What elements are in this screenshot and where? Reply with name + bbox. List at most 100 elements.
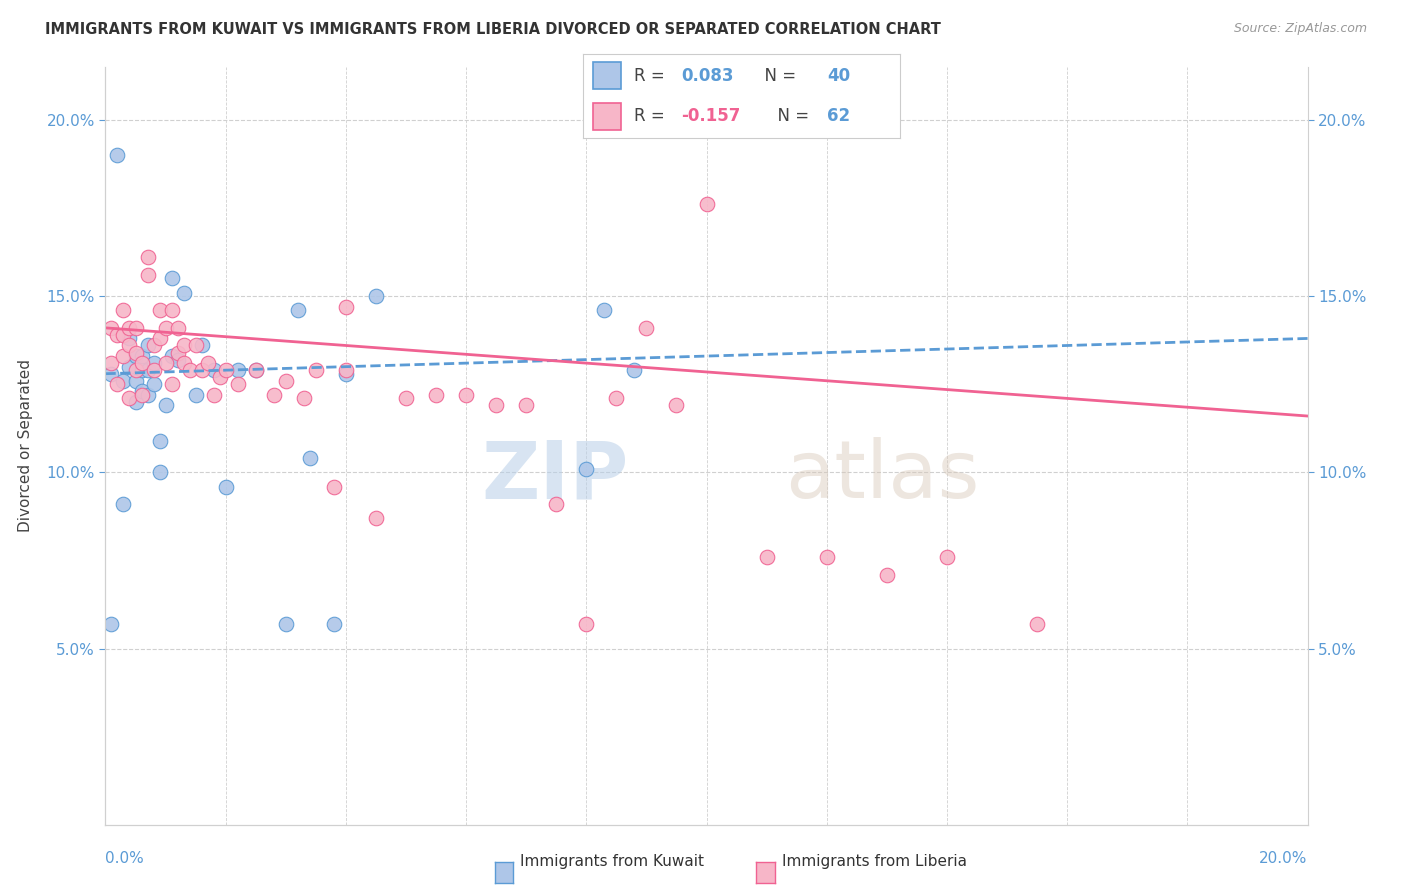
Point bbox=[335, 300, 357, 314]
Point bbox=[173, 285, 195, 300]
Text: R =: R = bbox=[634, 107, 671, 125]
Point bbox=[160, 303, 183, 318]
Point bbox=[335, 363, 357, 377]
Point bbox=[100, 367, 122, 381]
Point bbox=[214, 479, 236, 493]
Point bbox=[485, 399, 508, 413]
Point bbox=[124, 345, 146, 359]
Point bbox=[131, 384, 153, 399]
Bar bbox=[593, 62, 621, 89]
Point bbox=[395, 392, 418, 406]
Point bbox=[292, 392, 315, 406]
Point bbox=[425, 388, 447, 402]
Point bbox=[190, 363, 212, 377]
Point bbox=[124, 321, 146, 335]
Point bbox=[107, 327, 129, 342]
Point bbox=[118, 321, 141, 335]
Point bbox=[148, 331, 170, 345]
Point bbox=[112, 327, 135, 342]
Point bbox=[148, 466, 170, 480]
Point bbox=[136, 338, 159, 352]
Point bbox=[142, 377, 165, 392]
Text: 20.0%: 20.0% bbox=[1260, 851, 1308, 865]
Text: IMMIGRANTS FROM KUWAIT VS IMMIGRANTS FROM LIBERIA DIVORCED OR SEPARATED CORRELAT: IMMIGRANTS FROM KUWAIT VS IMMIGRANTS FRO… bbox=[45, 22, 941, 37]
Point bbox=[245, 363, 267, 377]
Point bbox=[166, 345, 188, 359]
Point bbox=[118, 331, 141, 345]
Point bbox=[142, 363, 165, 377]
Point bbox=[131, 363, 153, 377]
Point bbox=[100, 356, 122, 370]
Point bbox=[148, 303, 170, 318]
Point bbox=[546, 497, 568, 511]
Point bbox=[173, 338, 195, 352]
Point bbox=[364, 289, 387, 303]
Point bbox=[112, 303, 135, 318]
Point bbox=[197, 356, 219, 370]
Point bbox=[100, 617, 122, 632]
Point bbox=[118, 359, 141, 374]
Point bbox=[815, 550, 838, 565]
Point bbox=[107, 377, 129, 392]
Bar bbox=[593, 103, 621, 130]
Point bbox=[124, 349, 146, 363]
Point bbox=[179, 363, 201, 377]
Point bbox=[274, 374, 297, 388]
Point bbox=[107, 148, 129, 162]
Point bbox=[118, 392, 141, 406]
Point bbox=[131, 388, 153, 402]
Point bbox=[124, 395, 146, 409]
Point bbox=[202, 363, 225, 377]
Point bbox=[148, 434, 170, 448]
Text: 0.083: 0.083 bbox=[682, 67, 734, 85]
Point bbox=[173, 356, 195, 370]
Point bbox=[124, 374, 146, 388]
Point bbox=[136, 250, 159, 264]
Point bbox=[322, 479, 344, 493]
Point bbox=[142, 338, 165, 352]
Text: Source: ZipAtlas.com: Source: ZipAtlas.com bbox=[1233, 22, 1367, 36]
Point bbox=[124, 363, 146, 377]
Point bbox=[305, 363, 328, 377]
Point bbox=[112, 497, 135, 511]
Point bbox=[298, 451, 321, 466]
Text: 62: 62 bbox=[827, 107, 851, 125]
Point bbox=[184, 338, 207, 352]
Text: Immigrants from Kuwait: Immigrants from Kuwait bbox=[520, 855, 704, 869]
Point bbox=[696, 197, 718, 211]
Point bbox=[287, 303, 309, 318]
Point bbox=[636, 321, 658, 335]
Point bbox=[202, 388, 225, 402]
Point bbox=[160, 271, 183, 285]
Point bbox=[166, 321, 188, 335]
Point bbox=[755, 550, 778, 565]
Point bbox=[190, 338, 212, 352]
Text: 40: 40 bbox=[827, 67, 851, 85]
Point bbox=[142, 356, 165, 370]
Point bbox=[160, 377, 183, 392]
Text: 0.0%: 0.0% bbox=[105, 851, 145, 865]
Point bbox=[623, 363, 645, 377]
Point bbox=[160, 349, 183, 363]
Point bbox=[335, 367, 357, 381]
Point bbox=[136, 363, 159, 377]
Point bbox=[593, 303, 616, 318]
Point bbox=[214, 363, 236, 377]
Point bbox=[131, 349, 153, 363]
Point bbox=[208, 370, 231, 384]
Text: R =: R = bbox=[634, 67, 671, 85]
Point bbox=[274, 617, 297, 632]
Point bbox=[575, 462, 598, 476]
Point bbox=[515, 399, 537, 413]
Point bbox=[166, 352, 188, 367]
Point bbox=[665, 399, 688, 413]
Point bbox=[1026, 617, 1049, 632]
Point bbox=[136, 268, 159, 282]
Point bbox=[155, 399, 177, 413]
Point bbox=[184, 388, 207, 402]
Point bbox=[155, 356, 177, 370]
Text: -0.157: -0.157 bbox=[682, 107, 741, 125]
Point bbox=[112, 374, 135, 388]
Point bbox=[876, 567, 898, 582]
Point bbox=[322, 617, 344, 632]
